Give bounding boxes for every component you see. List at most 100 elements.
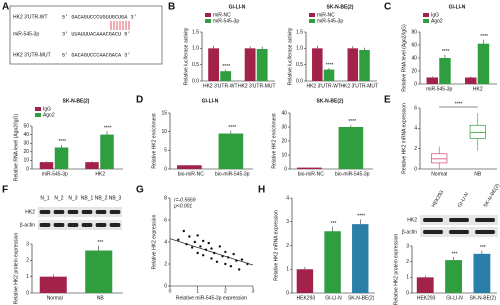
chart-title: SK-N-BE(2) xyxy=(317,98,344,104)
y-axis-label: Relative luciferase activity xyxy=(183,27,189,85)
x-tick-label: NB xyxy=(474,171,482,177)
x-tick-label: bio-miR-545-3p xyxy=(335,171,370,177)
point xyxy=(202,239,205,243)
bar xyxy=(416,277,434,293)
x-tick-label: 2 xyxy=(224,288,227,294)
trend-line xyxy=(169,238,254,266)
band xyxy=(109,223,121,227)
y-tick-label: 3 xyxy=(406,243,409,249)
significance: **** xyxy=(228,125,236,131)
bar xyxy=(439,58,451,84)
y-tick-label: 6 xyxy=(164,217,167,223)
seq-label: HK2 3'UTR-WT xyxy=(13,14,48,20)
band-label: β-actin xyxy=(20,222,35,228)
point xyxy=(237,268,241,271)
y-tick-label: 40 xyxy=(23,132,29,138)
y-tick-label: 1 xyxy=(286,267,289,273)
seq-label: miR-545-3p xyxy=(13,31,39,37)
y-tick-label: 0 xyxy=(164,283,167,289)
legend-swatch xyxy=(205,13,211,17)
lane-label: N_1 xyxy=(40,195,49,201)
y-axis-label: Relative HK2 enrichment xyxy=(151,113,157,169)
significance: *** xyxy=(97,240,103,246)
band xyxy=(67,210,79,214)
legend-label: miR-545-3p xyxy=(317,18,343,24)
x-tick-label: bio-miR-NC xyxy=(178,171,205,177)
bar xyxy=(244,48,256,81)
y-tick-label: 10 xyxy=(281,152,287,158)
point xyxy=(177,238,180,241)
point xyxy=(196,234,199,237)
panel-letter: A xyxy=(2,2,9,13)
y-tick-label: 0 xyxy=(286,290,289,296)
y-tick-label: 5 xyxy=(164,148,167,154)
x-tick-label: SK-N-BE(2) xyxy=(470,295,497,301)
point xyxy=(218,245,221,248)
y-tick-label: 50 xyxy=(23,123,29,129)
band xyxy=(423,218,443,222)
panel-letter: G xyxy=(136,185,144,196)
band xyxy=(423,230,443,234)
y-axis-label: Relative HK2 mRNA expression xyxy=(273,210,279,281)
significance: **** xyxy=(104,125,112,131)
band xyxy=(449,218,469,222)
blot-strip xyxy=(38,220,122,230)
x-tick-label: 0 xyxy=(169,288,172,294)
lane-label: NB_2 xyxy=(95,195,108,201)
lane-label: SK-N-BE(2) xyxy=(483,183,500,209)
y-tick-label: 0.5 xyxy=(296,62,303,68)
x-tick-label: GI-LI-N xyxy=(325,295,342,301)
y-tick-label: 8 xyxy=(164,195,167,201)
band-label: β-actin xyxy=(402,229,417,235)
x-tick-label: HEK293 xyxy=(417,295,436,301)
band xyxy=(53,210,65,214)
panel-letter: D xyxy=(136,95,143,106)
y-tick-label: 3 xyxy=(26,241,29,247)
y-tick-label: 80 xyxy=(411,29,417,35)
y-tick-label: 1 xyxy=(406,275,409,281)
x-tick-label: bio-miR-545-3p xyxy=(215,171,250,177)
y-tick-label: 60 xyxy=(411,42,417,48)
chart-title: GI-LI-N xyxy=(449,4,466,10)
band xyxy=(95,210,107,214)
legend-swatch xyxy=(309,19,315,23)
x-tick-label: HK2 3'UTR-WT xyxy=(203,83,238,89)
legend-label: IgG xyxy=(43,106,51,112)
legend-swatch xyxy=(35,107,41,111)
x-tick-label: HEK293 xyxy=(297,295,316,301)
seq-label: HK2 3'UTR-MUT xyxy=(13,52,51,58)
band xyxy=(109,210,121,214)
point xyxy=(182,229,186,233)
bar xyxy=(312,48,323,81)
legend-swatch xyxy=(35,113,41,117)
significance: **** xyxy=(442,49,450,55)
y-axis-label: Relative HK2 enrichment xyxy=(271,113,277,169)
box xyxy=(431,153,448,164)
significance: *** xyxy=(480,245,486,251)
panel-letter: F xyxy=(2,185,8,196)
lane-label: HEK293 xyxy=(431,189,446,208)
y-tick-label: 4 xyxy=(164,239,167,245)
y-tick-label: 1.5 xyxy=(296,29,303,35)
y-tick-label: 0.5 xyxy=(192,62,199,68)
y-tick-label: 2 xyxy=(406,259,409,265)
x-tick-label: miR-545-3p xyxy=(42,171,68,177)
y-tick-label: 0 xyxy=(284,166,287,172)
bar xyxy=(39,162,54,169)
bar xyxy=(85,162,99,169)
blot-strip xyxy=(38,207,122,217)
x-tick-label: HK2 3'UTR-MUT xyxy=(238,83,276,89)
x-tick-label: 3 xyxy=(252,288,255,294)
y-tick-label: 1.0 xyxy=(296,46,303,52)
legend-label: miR-NC xyxy=(213,12,231,18)
point xyxy=(196,251,199,255)
lane-label: N_2 xyxy=(54,195,63,201)
chart-title: GI-LI-N xyxy=(229,4,246,10)
point xyxy=(193,240,197,244)
seq: 5' GACAGUCCCAACGACA 3' xyxy=(62,52,131,58)
y-tick-label: 10 xyxy=(161,129,167,135)
x-tick-label: 1 xyxy=(196,288,199,294)
chart-title: GI-LI-N xyxy=(202,98,219,104)
band xyxy=(81,223,93,227)
x-tick-label: Normal xyxy=(47,295,63,301)
